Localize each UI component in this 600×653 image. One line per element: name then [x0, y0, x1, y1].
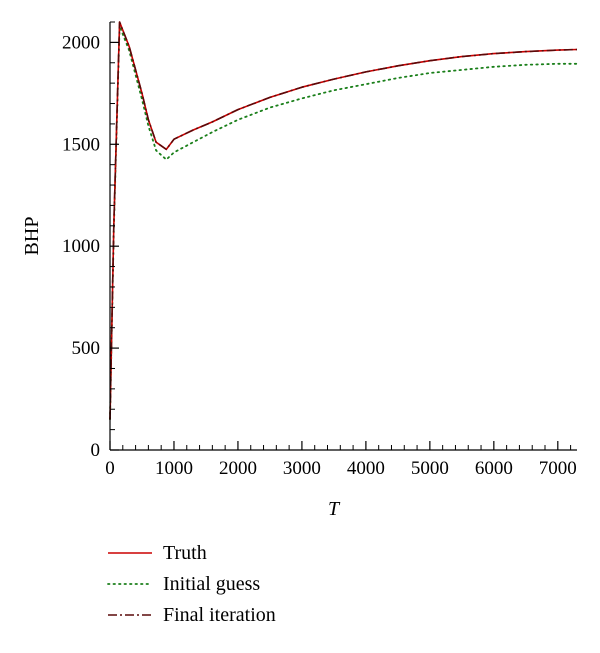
legend-label: Initial guess: [163, 573, 260, 595]
x-tick-label: 6000: [475, 458, 513, 479]
x-tick-label: 3000: [283, 458, 321, 479]
y-axis-title: BHP: [21, 217, 43, 256]
y-tick-label: 0: [91, 440, 101, 461]
x-tick-label: 0: [105, 458, 115, 479]
y-tick-label: 2000: [62, 32, 100, 53]
legend-label: Final iteration: [163, 604, 276, 626]
series-line-initial-guess: [109, 25, 578, 421]
y-tick-label: 1500: [62, 134, 100, 155]
series-layer: [109, 21, 578, 421]
axes-layer: 0 500 1000 1500 2000 0 1000 2000 3000 4000 5000 600…: [62, 21, 577, 479]
x-tick-label: 4000: [347, 458, 385, 479]
x-tick-label: 2000: [219, 458, 257, 479]
x-tick-label: 5000: [411, 458, 449, 479]
y-tick-label: 1000: [62, 236, 100, 257]
x-tick-label: 1000: [155, 458, 193, 479]
series-line-truth: [109, 21, 578, 420]
x-axis-title: T: [328, 498, 341, 520]
x-tick-label: 7000: [539, 458, 577, 479]
series-line-final-iteration: [109, 21, 578, 420]
y-tick-label: 500: [72, 338, 101, 359]
legend: Truth Initial guess Final iteration: [107, 542, 276, 626]
legend-label: Truth: [163, 542, 207, 564]
